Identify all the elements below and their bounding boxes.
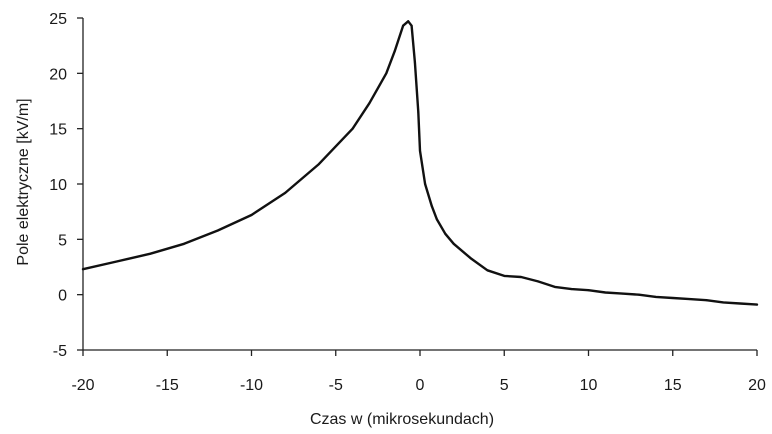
- data-point: [317, 163, 320, 166]
- data-point: [183, 242, 186, 245]
- data-point: [671, 297, 674, 299]
- data-point: [587, 289, 590, 292]
- tick-labels: -20 -15 -10 -5 0 5 10 15 20 -5 0 5 10 15 20 25: [49, 11, 766, 394]
- data-point: [688, 298, 691, 301]
- data-point: [82, 268, 84, 271]
- x-tick-label: 0: [416, 377, 425, 394]
- x-tick-label: 20: [748, 377, 766, 394]
- data-point: [417, 111, 420, 114]
- data-point: [452, 242, 455, 245]
- data-point: [654, 295, 657, 298]
- data-point: [722, 301, 725, 304]
- data-point: [553, 285, 556, 288]
- series-line: [81, 20, 759, 306]
- data-point: [368, 102, 371, 105]
- data-point: [621, 292, 624, 295]
- data-point: [402, 24, 405, 27]
- x-tick-label: -15: [156, 377, 179, 394]
- x-axis-label: Czas w (mikrosekundach): [310, 411, 494, 428]
- y-tick-label: 10: [49, 177, 67, 194]
- data-point: [413, 61, 416, 64]
- data-point: [537, 280, 539, 283]
- data-point: [115, 260, 118, 263]
- data-point: [216, 229, 219, 232]
- data-point: [469, 257, 472, 260]
- x-tick-label: -20: [71, 377, 94, 394]
- x-tick-label: -10: [240, 377, 263, 394]
- data-point: [393, 50, 396, 53]
- y-tick-label: 15: [49, 122, 67, 139]
- data-point: [351, 127, 354, 130]
- data-point: [604, 291, 607, 294]
- axes: [77, 17, 758, 356]
- y-tick-label: -5: [53, 343, 67, 360]
- y-tick-label: 20: [49, 66, 67, 83]
- data-point: [424, 183, 427, 185]
- data-point: [444, 232, 447, 235]
- data-point: [486, 269, 489, 272]
- data-point: [638, 293, 640, 296]
- data-point: [520, 276, 523, 278]
- y-axis-label: Pole elektryczne [kV/m]: [15, 98, 32, 265]
- data-point: [756, 303, 758, 306]
- data-point: [570, 288, 573, 291]
- data-point: [149, 252, 152, 255]
- data-point: [385, 72, 388, 75]
- y-tick-label: 5: [58, 232, 67, 249]
- data-point: [419, 149, 421, 152]
- data-point: [407, 20, 410, 23]
- y-tick-label: 25: [49, 11, 67, 28]
- series-layer: [81, 20, 759, 306]
- data-point: [250, 214, 253, 216]
- data-point: [430, 205, 433, 208]
- data-point: [284, 191, 287, 194]
- x-tick-label: -5: [329, 377, 343, 394]
- data-point: [739, 302, 742, 305]
- x-tick-label: 15: [664, 377, 682, 394]
- y-tick-label: 0: [58, 288, 67, 305]
- data-point: [435, 218, 438, 221]
- data-point: [705, 299, 708, 302]
- data-point: [410, 24, 413, 27]
- x-tick-label: 5: [500, 377, 509, 394]
- data-point: [503, 274, 506, 277]
- x-tick-label: 10: [580, 377, 598, 394]
